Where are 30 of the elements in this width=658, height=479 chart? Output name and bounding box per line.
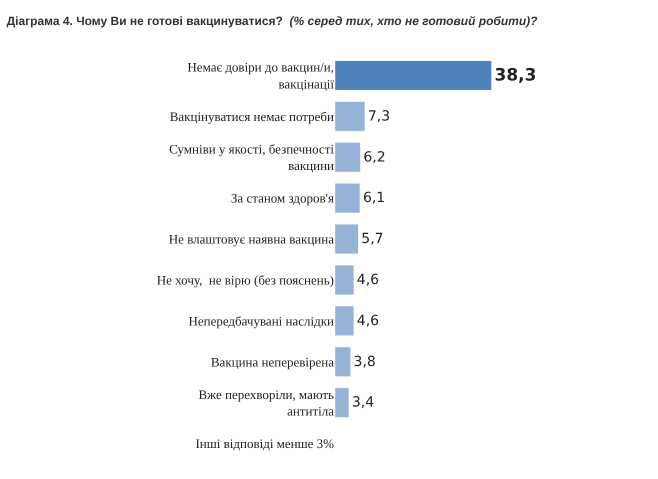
data-label: 4,6 [356, 312, 380, 329]
bar [335, 142, 361, 172]
data-label: 4,6 [356, 272, 380, 288]
data-label: 7,3 [368, 108, 390, 124]
data-label: 3,4 [352, 394, 374, 411]
y-tick-label: Вакцінуватися немає потреби [170, 108, 334, 124]
bar [335, 388, 350, 418]
data-label: 6,2 [363, 149, 386, 166]
y-tick-label: Немає довіри до вакцин/и, вакцінації [187, 60, 334, 92]
y-tick-label: Сумніви у якості, безпечності вакцини [169, 141, 334, 174]
y-tick-label: Вже перехворіли, мають антитіла [198, 386, 334, 419]
data-label: 5,7 [361, 231, 384, 248]
y-tick-label: Не влаштовує наявна вакцина [168, 232, 334, 247]
y-tick-label: Непередбачувані наслідки [188, 313, 334, 328]
bar [335, 264, 354, 295]
y-tick-label: За станом здоров'я [230, 190, 334, 206]
bar [335, 346, 351, 377]
data-label: 38,3 [494, 65, 536, 86]
bar [335, 101, 366, 132]
data-label: 6,1 [362, 190, 386, 206]
y-tick-label: Інші відповіді менше 3% [195, 436, 334, 452]
bar [335, 60, 492, 90]
y-tick-label: Не хочу, не вірю (без пояснень) [156, 272, 334, 288]
text: Діаграма 4. Чому Ви не готові вакцинуватися? [6, 14, 283, 28]
bar [335, 224, 359, 254]
bar [335, 183, 360, 214]
bar [335, 306, 354, 336]
chart-subtitle: (% серед тих, хто не готовий робити)? [290, 14, 538, 28]
y-tick-label: Вакцина неперевірена [210, 354, 334, 370]
data-label: 3,8 [354, 354, 376, 370]
